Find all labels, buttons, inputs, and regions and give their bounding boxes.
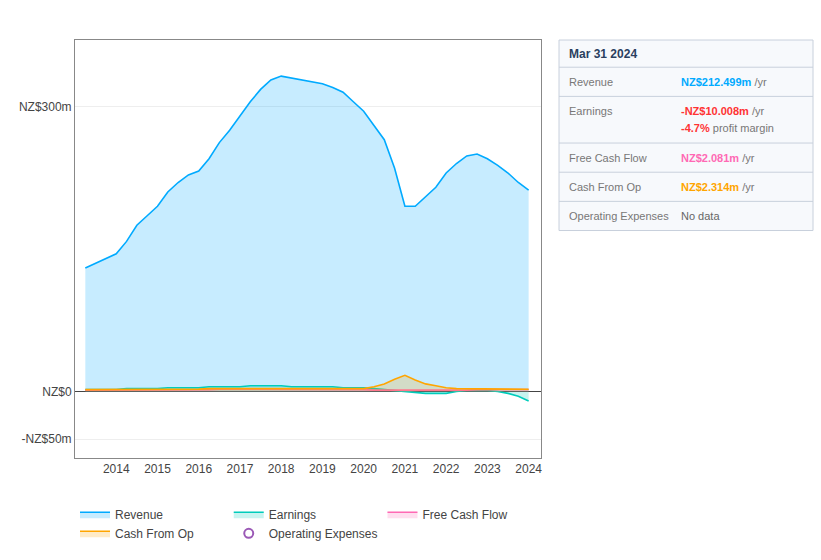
svg-text:Cash From Op: Cash From Op: [115, 527, 194, 541]
svg-text:Free Cash Flow: Free Cash Flow: [569, 152, 647, 164]
svg-text:2015: 2015: [144, 462, 171, 476]
svg-text:2014: 2014: [103, 462, 130, 476]
svg-text:2019: 2019: [309, 462, 336, 476]
svg-text:Revenue: Revenue: [569, 76, 613, 88]
svg-text:-4.7% profit margin: -4.7% profit margin: [681, 122, 774, 134]
svg-text:Revenue: Revenue: [115, 508, 163, 522]
svg-text:2022: 2022: [433, 462, 460, 476]
svg-text:NZ$212.499m /yr: NZ$212.499m /yr: [681, 76, 767, 88]
svg-text:NZ$2.314m /yr: NZ$2.314m /yr: [681, 181, 755, 193]
svg-text:2021: 2021: [392, 462, 419, 476]
svg-text:-NZ$10.008m /yr: -NZ$10.008m /yr: [681, 105, 764, 117]
svg-text:2023: 2023: [474, 462, 501, 476]
svg-text:2017: 2017: [227, 462, 254, 476]
svg-text:-NZ$50m: -NZ$50m: [22, 432, 72, 446]
svg-text:NZ$2.081m /yr: NZ$2.081m /yr: [681, 152, 755, 164]
svg-text:NZ$300m: NZ$300m: [19, 100, 72, 114]
svg-text:Operating Expenses: Operating Expenses: [269, 527, 378, 541]
svg-text:Mar 31 2024: Mar 31 2024: [569, 47, 637, 61]
svg-text:Earnings: Earnings: [269, 508, 316, 522]
svg-text:2018: 2018: [268, 462, 295, 476]
svg-text:Earnings: Earnings: [569, 105, 613, 117]
svg-text:No data: No data: [681, 210, 720, 222]
svg-text:2016: 2016: [185, 462, 212, 476]
svg-text:NZ$0: NZ$0: [42, 385, 72, 399]
svg-text:Cash From Op: Cash From Op: [569, 181, 641, 193]
svg-text:2020: 2020: [350, 462, 377, 476]
svg-text:Free Cash Flow: Free Cash Flow: [422, 508, 507, 522]
svg-text:Operating Expenses: Operating Expenses: [569, 210, 669, 222]
svg-text:2024: 2024: [515, 462, 542, 476]
